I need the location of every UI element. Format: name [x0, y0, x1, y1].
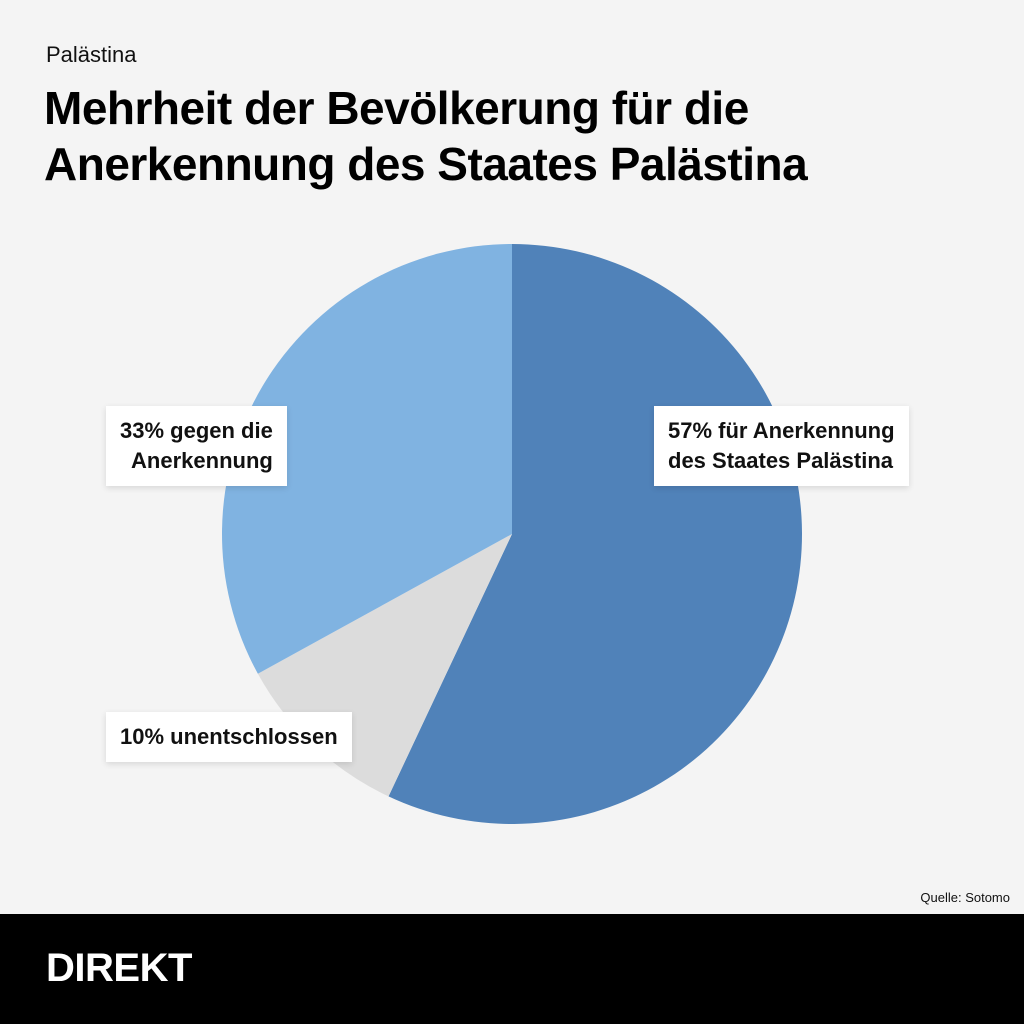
slice-label-undecided: 10% unentschlossen: [106, 712, 352, 762]
slice-label-against-line2: Anerkennung: [131, 448, 273, 473]
slice-label-for-line1: 57% für Anerkennung: [668, 418, 895, 443]
kicker-label: Palästina: [46, 42, 137, 67]
pie-slice-for: [388, 244, 803, 824]
slice-label-for-line2: des Staates Palästina: [668, 448, 894, 473]
slice-label-against-line1: 33% gegen die: [120, 418, 273, 443]
pie-slice-against: [221, 244, 512, 674]
brand-logo: DIREKT: [46, 946, 192, 990]
footer-bar: [0, 914, 1024, 1024]
page-title: Mehrheit der Bevölkerung für die Anerken…: [44, 82, 808, 190]
slice-label-against: 33% gegen die Anerkennung: [106, 406, 287, 486]
source-note: Quelle: Sotomo: [920, 890, 1010, 905]
slice-label-for: 57% für Anerkennung des Staates Palästin…: [654, 406, 909, 486]
